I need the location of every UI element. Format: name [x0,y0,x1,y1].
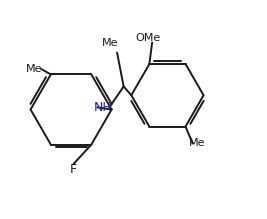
Text: OMe: OMe [135,33,160,43]
Text: Me: Me [189,138,205,148]
Text: NH: NH [93,101,112,114]
Text: Me: Me [102,38,119,48]
Text: Me: Me [26,64,43,74]
Text: F: F [70,163,77,176]
